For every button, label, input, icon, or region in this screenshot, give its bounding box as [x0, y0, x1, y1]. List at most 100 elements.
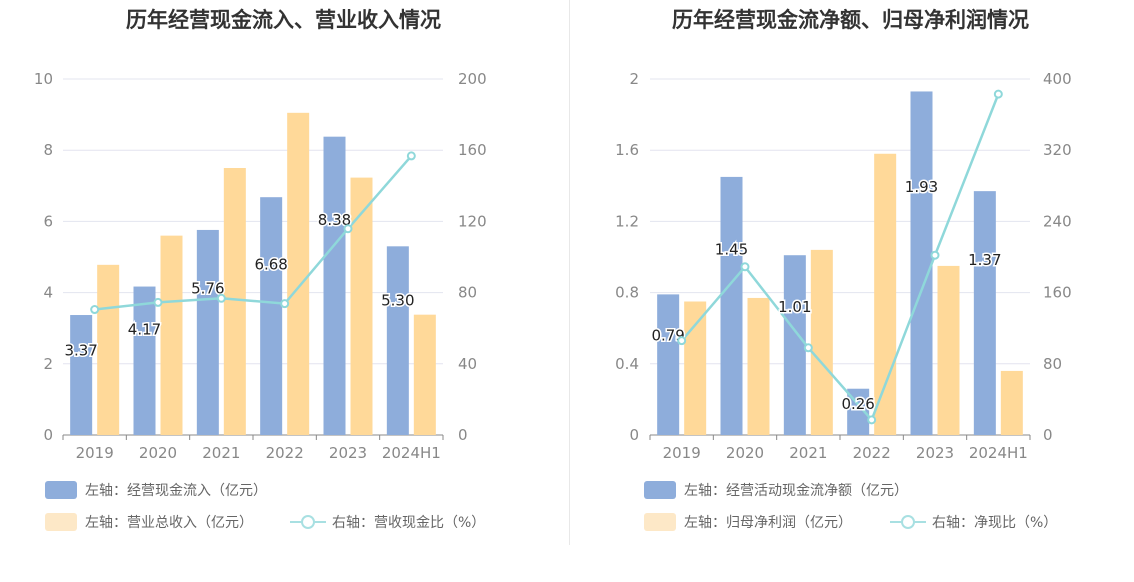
line-point [406, 151, 416, 161]
bar-series1 [783, 255, 806, 435]
legend-label: 左轴：经营现金流入（亿元） [85, 483, 267, 499]
chart-plot-left: 0 0 2 40 4 80 6 120 8 160 10 200 2019 2020 2021 2022 202… [34, 70, 487, 462]
bar-series1 [910, 91, 933, 436]
legend-label: 左轴：营业总收入（亿元） [85, 515, 253, 531]
bar-series2 [97, 264, 120, 435]
line-point [216, 293, 226, 303]
chart-panel-right: 历年经营现金流净额、归母净利润情况 0 0 0.4 80 0.8 160 1.2 240 1.6… [567, 0, 1134, 582]
legend-swatch-orange [45, 513, 77, 531]
bar-data-label: 1.93 [905, 178, 938, 196]
legend-label: 左轴：归母净利润（亿元） [684, 515, 852, 531]
bar-series2 [874, 153, 897, 435]
x-axis-category-label: 2024H1 [382, 444, 441, 462]
x-axis-category-label: 2019 [76, 444, 114, 462]
chart-plot-right: 0 0 0.4 80 0.8 160 1.2 240 1.6 320 2 400 2019 2020 202… [615, 70, 1072, 462]
line-point [803, 343, 813, 353]
bar-data-label: 5.76 [191, 279, 224, 297]
right-axis-tick-label: 400 [1043, 70, 1072, 88]
right-axis-tick-label: 160 [458, 141, 487, 159]
legend-item-net-cash-flow[interactable]: 左轴：经营活动现金流净额（亿元） [644, 480, 908, 500]
line-point [867, 415, 877, 425]
bar-series2 [937, 265, 960, 435]
left-axis-tick-label: 0.8 [615, 284, 639, 302]
bar-series1 [657, 294, 680, 435]
bar-series2 [350, 177, 373, 435]
bar-data-label: 1.01 [778, 298, 811, 316]
left-axis-tick-label: 2 [629, 70, 639, 88]
x-axis-category-label: 2020 [726, 444, 764, 462]
left-axis-tick-label: 0.4 [615, 355, 639, 373]
line-point [930, 250, 940, 260]
bar-series1 [196, 229, 219, 435]
left-axis-tick-label: 1.6 [615, 141, 639, 159]
line-point [280, 299, 290, 309]
left-axis-tick-label: 6 [43, 212, 53, 230]
bar-series1 [323, 136, 346, 435]
bar-data-label: 0.26 [841, 395, 874, 413]
left-axis-tick-label: 10 [34, 70, 53, 88]
bar-series2 [1000, 370, 1023, 435]
left-axis-tick-label: 8 [43, 141, 53, 159]
legend-item-net-cash-ratio[interactable]: 右轴：净现比（%） [890, 512, 1057, 532]
bar-data-label: 1.37 [968, 251, 1001, 269]
x-axis-category-label: 2024H1 [969, 444, 1028, 462]
legend-item-cash-inflow[interactable]: 左轴：经营现金流入（亿元） [45, 480, 267, 500]
x-axis-category-label: 2022 [853, 444, 891, 462]
right-axis-tick-label: 320 [1043, 141, 1072, 159]
line-series [94, 155, 413, 311]
x-axis-category-label: 2021 [789, 444, 827, 462]
bar-series1 [133, 286, 156, 435]
x-axis-category-label: 2022 [266, 444, 304, 462]
bar-series2 [810, 249, 833, 435]
legend-label: 右轴：净现比（%） [932, 515, 1058, 531]
left-axis-tick-label: 4 [43, 284, 53, 302]
x-axis-category-label: 2021 [202, 444, 240, 462]
bar-series2 [684, 301, 707, 435]
left-axis-tick-label: 1.2 [615, 212, 639, 230]
line-series [680, 93, 1000, 423]
bar-data-label: 1.45 [715, 241, 748, 259]
legend-item-net-profit[interactable]: 左轴：归母净利润（亿元） [644, 512, 852, 532]
right-axis-tick-label: 200 [458, 70, 487, 88]
x-axis-category-label: 2020 [139, 444, 177, 462]
panel-divider [569, 0, 570, 545]
legend-swatch-blue [45, 481, 77, 499]
chart-title-right: 历年经营现金流净额、归母净利润情况 [672, 8, 1029, 32]
x-axis-category-label: 2019 [663, 444, 701, 462]
left-axis-tick-label: 2 [43, 355, 53, 373]
right-axis-tick-label: 80 [458, 284, 477, 302]
bar-data-label: 6.68 [254, 255, 287, 273]
bar-series2 [413, 314, 436, 435]
line-point [740, 262, 750, 272]
bar-series1 [720, 176, 743, 435]
bar-data-label: 4.17 [128, 321, 161, 339]
bar-series2 [287, 112, 310, 435]
right-axis-tick-label: 240 [1043, 212, 1072, 230]
bar-series2 [160, 235, 183, 435]
bar-series1 [386, 246, 409, 435]
left-axis-tick-label: 0 [43, 426, 53, 444]
chart-title-left: 历年经营现金流入、营业收入情况 [126, 8, 441, 32]
chart-panel-left: 历年经营现金流入、营业收入情况 0 0 2 40 4 80 6 120 8 160 10 200 201… [34, 8, 487, 532]
line-point [90, 305, 100, 315]
bar-series1 [847, 388, 870, 435]
legend-line-icon [290, 515, 326, 529]
right-axis-tick-label: 120 [458, 212, 487, 230]
bar-series1 [973, 191, 996, 435]
right-axis-tick-label: 40 [458, 355, 477, 373]
legend-item-revenue[interactable]: 左轴：营业总收入（亿元） [45, 512, 253, 532]
legend-item-cash-ratio[interactable]: 右轴：营收现金比（%） [290, 512, 485, 532]
legend-swatch-blue [644, 481, 676, 499]
left-axis-tick-label: 0 [629, 426, 639, 444]
line-point [153, 297, 163, 307]
right-axis-tick-label: 160 [1043, 284, 1072, 302]
line-point [343, 224, 353, 234]
bar-data-label: 5.30 [381, 291, 414, 309]
right-axis-tick-label: 0 [458, 426, 468, 444]
bar-series1 [260, 197, 283, 435]
bar-series1 [70, 315, 93, 435]
bar-series2 [223, 168, 246, 435]
legend-line-icon [890, 515, 926, 529]
bar-series2 [747, 297, 770, 435]
legend-label: 左轴：经营活动现金流净额（亿元） [684, 483, 908, 499]
